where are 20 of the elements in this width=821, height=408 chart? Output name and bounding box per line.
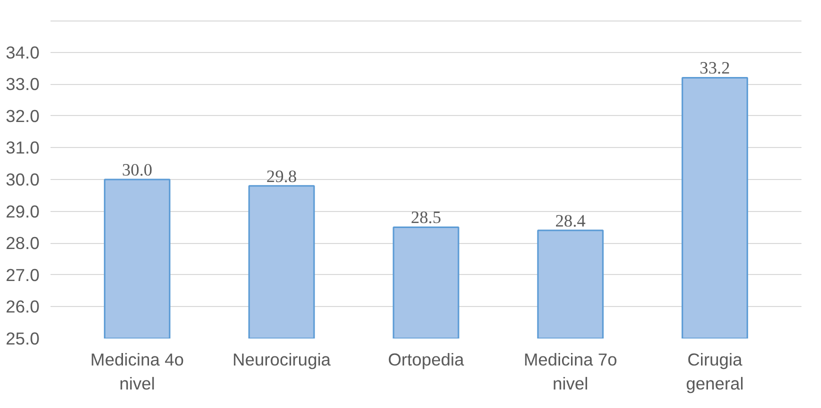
x-tick-label: Medicina 4o nivel (90, 350, 184, 394)
y-tick-label: 33.0 (6, 74, 40, 94)
x-tick-label: Neurocirugia (232, 350, 332, 370)
y-tick-label: 26.0 (6, 296, 40, 317)
y-tick-label: 28.0 (6, 233, 40, 254)
y-tick-label: 25.0 (6, 328, 40, 348)
data-label: 33.2 (700, 58, 730, 78)
y-tick-label: 30.0 (6, 170, 40, 190)
x-tick-label: Medicina 7o nivel (524, 350, 618, 394)
x-tick-label: Ortopedia (388, 350, 464, 370)
y-tick-label: 32.0 (6, 106, 40, 126)
y-tick-label: 27.0 (6, 264, 40, 285)
data-label: 30.0 (122, 160, 152, 180)
data-label: 28.4 (555, 211, 586, 230)
y-tick-label: 34.0 (6, 42, 40, 62)
y-tick-label: 31.0 (6, 138, 40, 158)
data-label: 28.5 (410, 208, 442, 228)
data-label: 29.8 (266, 166, 297, 186)
y-tick-label: 29.0 (6, 201, 40, 222)
x-tick-label: Cirugia general (686, 350, 744, 394)
